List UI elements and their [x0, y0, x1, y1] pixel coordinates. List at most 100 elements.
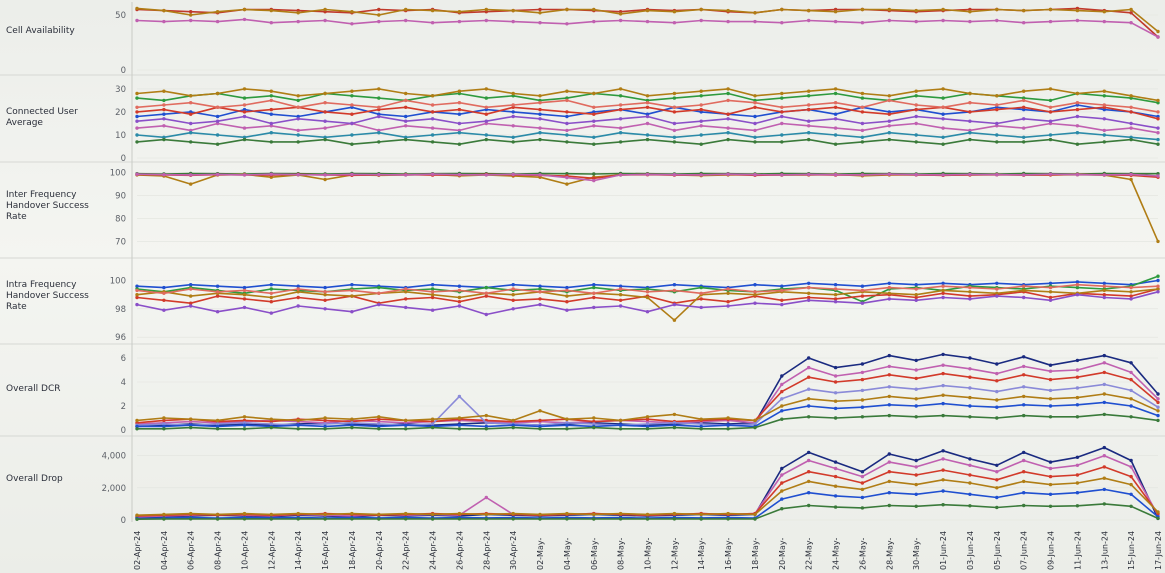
data-point: [511, 298, 515, 302]
data-point: [565, 133, 569, 137]
data-point: [350, 423, 354, 427]
data-point: [914, 121, 918, 126]
data-point: [941, 352, 945, 357]
data-point: [565, 308, 569, 312]
data-point: [780, 298, 784, 302]
data-point: [833, 142, 838, 146]
data-point: [887, 172, 891, 176]
data-point: [511, 418, 515, 423]
data-point: [860, 121, 865, 126]
data-point: [484, 512, 488, 517]
data-point: [1129, 110, 1133, 114]
data-point: [726, 172, 730, 176]
data-point: [1022, 288, 1026, 293]
data-point: [162, 89, 166, 93]
data-point: [269, 131, 273, 135]
data-point: [592, 105, 596, 110]
data-point: [189, 425, 193, 430]
data-point: [189, 301, 193, 305]
data-point: [1022, 503, 1026, 508]
data-point: [269, 291, 273, 295]
data-point: [780, 105, 784, 110]
data-point: [968, 10, 972, 14]
data-point: [189, 182, 193, 186]
data-point: [189, 101, 193, 105]
data-point: [269, 98, 273, 103]
y-tick-label: 0: [121, 154, 126, 164]
data-point: [484, 133, 488, 137]
data-point: [753, 517, 757, 521]
data-point: [1129, 458, 1133, 463]
data-point: [1129, 21, 1133, 25]
data-point: [565, 22, 569, 26]
data-point: [538, 297, 542, 301]
data-point: [323, 418, 327, 423]
data-point: [1048, 492, 1053, 496]
data-point: [1156, 510, 1160, 514]
data-point: [592, 178, 596, 183]
data-point: [780, 284, 784, 288]
data-point: [189, 10, 193, 14]
data-point: [242, 126, 247, 130]
x-tick-label: 24-May-: [832, 538, 841, 570]
data-point: [377, 114, 381, 119]
series: [135, 476, 1160, 517]
data-point: [941, 281, 945, 285]
y-tick-label: 70: [115, 237, 126, 247]
data-point: [296, 287, 300, 291]
data-point: [968, 356, 972, 360]
data-point: [1075, 358, 1080, 363]
data-point: [941, 295, 945, 300]
data-point: [1075, 142, 1080, 146]
data-point: [215, 114, 220, 119]
data-point: [1102, 281, 1107, 285]
data-point: [511, 91, 515, 96]
data-point: [350, 94, 354, 98]
data-point: [914, 473, 918, 477]
data-point: [995, 7, 999, 12]
data-point: [538, 173, 542, 177]
data-point: [242, 17, 247, 22]
data-point: [833, 126, 838, 130]
data-point: [162, 416, 166, 420]
data-point: [753, 173, 757, 177]
data-point: [538, 137, 542, 142]
data-point: [780, 114, 784, 119]
data-point: [807, 458, 811, 463]
data-point: [645, 133, 650, 137]
data-point: [726, 304, 730, 308]
data-point: [807, 8, 811, 13]
data-point: [511, 511, 515, 516]
data-point: [404, 418, 408, 423]
data-point: [833, 474, 838, 479]
data-point: [1102, 476, 1107, 480]
data-point: [968, 285, 972, 290]
data-point: [833, 406, 838, 411]
x-tick-label: 30-Apr-24: [509, 531, 518, 570]
data-point: [242, 511, 247, 516]
data-point: [1129, 172, 1133, 177]
data-point: [1156, 110, 1160, 114]
data-point: [269, 121, 273, 126]
data-point: [995, 281, 999, 285]
data-point: [726, 117, 730, 121]
data-point: [860, 405, 865, 409]
data-point: [699, 417, 703, 421]
data-point: [1048, 298, 1053, 302]
data-point: [404, 91, 408, 96]
data-point: [430, 417, 435, 421]
data-point: [618, 304, 623, 308]
y-tick-label: 20: [115, 108, 126, 118]
data-point: [404, 124, 408, 128]
data-point: [860, 362, 865, 366]
data-point: [833, 391, 838, 395]
data-point: [995, 389, 999, 394]
data-point: [511, 293, 515, 297]
data-point: [780, 7, 784, 12]
data-point: [995, 495, 999, 500]
data-point: [1102, 392, 1107, 396]
data-point: [1048, 98, 1053, 103]
data-point: [430, 110, 435, 114]
y-tick-label: 100: [110, 277, 126, 287]
